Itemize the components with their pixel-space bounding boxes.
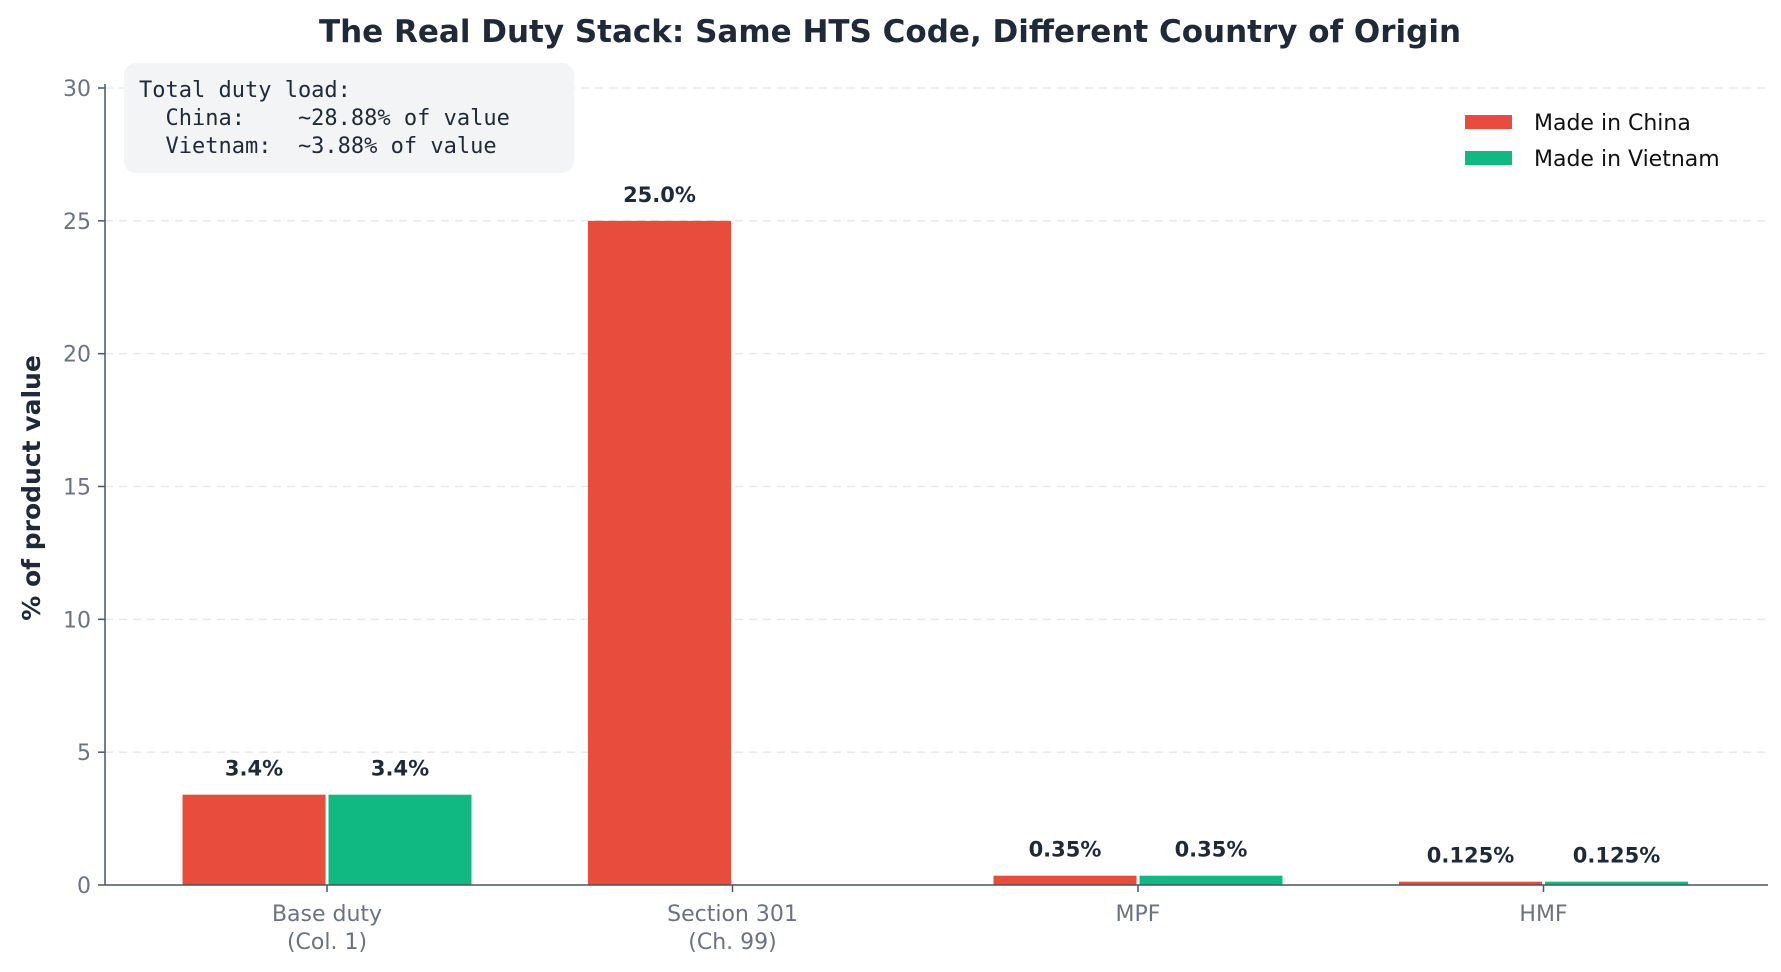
x-tick-label: HMF [1519, 902, 1567, 927]
legend-swatch [1465, 151, 1512, 165]
y-tick-label: 10 [63, 608, 91, 633]
legend-label: Made in Vietnam [1534, 147, 1720, 172]
axes: 0 5 10 15 20 25 30 Base duty (Col. 1) Section 301… [63, 77, 1768, 955]
bar-china [993, 875, 1137, 885]
value-label: 3.4% [371, 757, 429, 781]
value-label: 0.35% [1175, 838, 1248, 862]
value-label: 0.125% [1573, 844, 1660, 868]
bar-vietnam [1139, 875, 1283, 885]
grid-lines [105, 87, 1768, 753]
value-label: 3.4% [225, 757, 283, 781]
y-tick-label: 5 [77, 741, 91, 766]
total-duty-annotation: Total duty load: China: ~28.88% of value… [124, 63, 574, 173]
x-tick-label: Base duty [272, 902, 382, 927]
annotation-line: Vietnam: ~3.88% of value [139, 134, 497, 159]
x-tick-label: (Ch. 99) [688, 930, 776, 955]
bar-china [588, 220, 731, 886]
y-tick-label: 20 [63, 343, 91, 368]
annotation-line: Total duty load: [139, 78, 351, 103]
y-tick-label: 0 [77, 874, 91, 899]
y-tick-label: 30 [63, 77, 91, 102]
value-label: 0.125% [1427, 844, 1514, 868]
bars [182, 220, 1688, 886]
legend: Made in China Made in Vietnam [1465, 111, 1720, 172]
annotation-line: China: ~28.88% of value [139, 106, 510, 131]
bar-china [182, 794, 326, 885]
annotation-background [124, 63, 574, 173]
y-tick-label: 15 [63, 476, 91, 501]
bar-vietnam [1545, 881, 1688, 885]
y-axis-label: % of product value [17, 355, 46, 621]
chart-title: The Real Duty Stack: Same HTS Code, Diff… [319, 14, 1461, 50]
legend-swatch [1465, 115, 1512, 129]
value-label: 0.35% [1029, 838, 1102, 862]
legend-label: Made in China [1534, 111, 1691, 136]
y-tick-label: 25 [63, 210, 91, 235]
x-tick-label: MPF [1116, 902, 1161, 927]
x-tick-label: Section 301 [667, 902, 798, 927]
bar-china [1399, 881, 1542, 885]
x-tick-label: (Col. 1) [287, 930, 367, 955]
value-label: 25.0% [623, 183, 696, 207]
value-labels: 3.4% 3.4% 25.0% 0.35% 0.35% 0.125% 0.125% [225, 183, 1660, 868]
bar-vietnam [328, 794, 472, 885]
